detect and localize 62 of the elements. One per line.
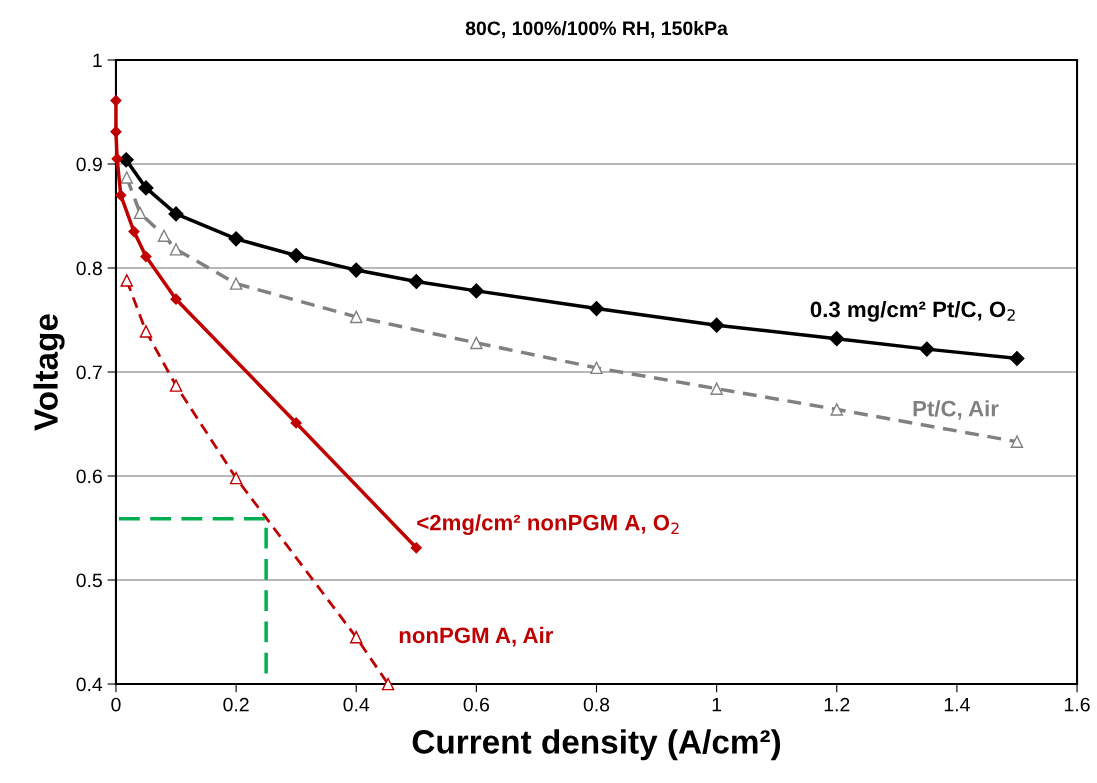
x-tick-label: 1.4 bbox=[944, 697, 970, 712]
x-tick-label: 0.2 bbox=[223, 697, 249, 712]
y-tick-label: 0.9 bbox=[76, 157, 102, 172]
point bbox=[128, 225, 140, 238]
point bbox=[111, 153, 123, 165]
point bbox=[288, 247, 304, 264]
y-tick-label: 0.6 bbox=[76, 469, 102, 484]
series-label: Pt/C, Air bbox=[913, 400, 999, 420]
series-label: <2mg/cm² nonPGM A, O$_{2}$ bbox=[417, 514, 679, 535]
point bbox=[228, 231, 244, 247]
point bbox=[290, 417, 302, 429]
point bbox=[710, 382, 723, 395]
series-label: 0.3 mg/cm² Pt/C, O$_{2}$ bbox=[810, 300, 1015, 322]
y-tick-label: 0.5 bbox=[76, 573, 102, 588]
point bbox=[229, 277, 243, 290]
point bbox=[349, 630, 363, 644]
point bbox=[157, 229, 171, 243]
point bbox=[410, 542, 422, 554]
point bbox=[408, 273, 424, 290]
point bbox=[138, 180, 154, 196]
point bbox=[229, 471, 243, 485]
point bbox=[348, 262, 364, 278]
point bbox=[133, 206, 147, 220]
y-tick-label: 0.4 bbox=[76, 677, 103, 692]
x-tick-label: 1.6 bbox=[1065, 697, 1090, 712]
point bbox=[349, 310, 363, 324]
point bbox=[829, 331, 845, 347]
x-tick-label: 0.4 bbox=[343, 697, 370, 712]
point bbox=[110, 94, 122, 107]
point bbox=[115, 189, 127, 201]
point bbox=[110, 126, 122, 138]
point bbox=[1010, 435, 1024, 448]
point bbox=[588, 300, 605, 317]
x-tick-label: 0 bbox=[111, 697, 121, 712]
point bbox=[590, 361, 603, 375]
point bbox=[120, 171, 134, 184]
point bbox=[709, 317, 725, 333]
x-tick-label: 1 bbox=[712, 697, 722, 712]
point bbox=[381, 677, 395, 691]
y-tick-label: 0.7 bbox=[76, 365, 102, 380]
point bbox=[468, 283, 484, 299]
point bbox=[140, 250, 152, 263]
point bbox=[919, 341, 935, 357]
x-axis-title: Current density (A/cm²) bbox=[412, 729, 781, 761]
chart-title: 80C, 100%/100% RH, 150kPa bbox=[465, 20, 728, 38]
point bbox=[118, 152, 134, 168]
x-tick-label: 0.6 bbox=[463, 697, 490, 712]
point bbox=[168, 206, 184, 222]
point bbox=[1009, 350, 1025, 367]
point bbox=[170, 293, 182, 305]
y-tick-label: 0.8 bbox=[76, 261, 102, 276]
series-label: nonPGM A, Air bbox=[399, 626, 554, 647]
point bbox=[169, 379, 183, 392]
y-axis-title: Voltage bbox=[33, 314, 65, 431]
point bbox=[830, 403, 844, 416]
point bbox=[169, 243, 183, 256]
point bbox=[120, 274, 134, 287]
y-tick-label: 1 bbox=[93, 53, 102, 68]
x-tick-label: 0.8 bbox=[583, 697, 610, 712]
point bbox=[470, 336, 483, 350]
point bbox=[139, 325, 153, 338]
x-tick-label: 1.2 bbox=[824, 697, 850, 712]
